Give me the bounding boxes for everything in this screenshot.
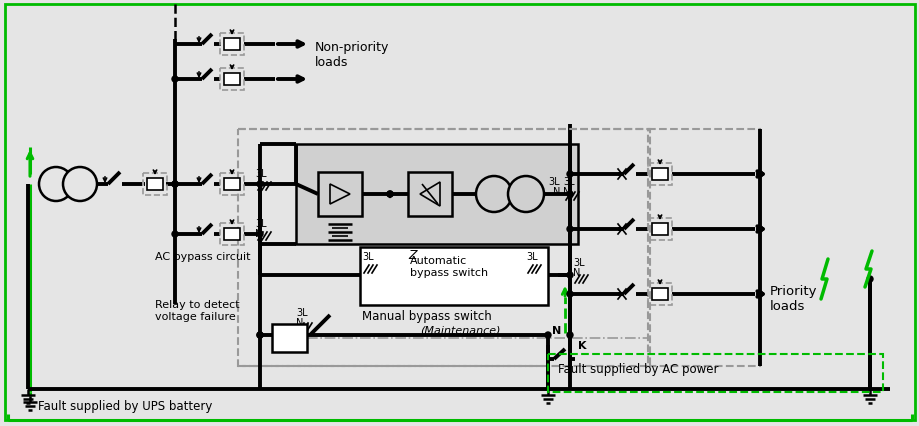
Circle shape <box>39 167 73 201</box>
Text: 3L: 3L <box>526 251 537 262</box>
Text: Manual bypass switch: Manual bypass switch <box>361 309 492 322</box>
Text: Automatic
bypass switch: Automatic bypass switch <box>410 256 488 277</box>
Bar <box>652 224 667 236</box>
Text: (Maintenance): (Maintenance) <box>420 325 500 335</box>
Text: 3L: 3L <box>255 219 267 228</box>
Text: 3L: 3L <box>573 257 584 268</box>
Circle shape <box>172 77 177 83</box>
Circle shape <box>566 227 573 233</box>
Text: N: N <box>573 268 580 277</box>
Circle shape <box>256 332 263 338</box>
Bar <box>223 228 240 240</box>
Circle shape <box>256 332 263 338</box>
Text: K: K <box>577 340 586 350</box>
Circle shape <box>256 231 263 237</box>
Text: 3L: 3L <box>296 307 307 317</box>
Bar <box>142 173 167 196</box>
Bar <box>272 324 307 352</box>
Circle shape <box>387 192 392 198</box>
Text: N: N <box>255 228 262 239</box>
Text: N: N <box>562 187 570 196</box>
Circle shape <box>756 291 762 297</box>
Circle shape <box>507 177 543 213</box>
Circle shape <box>172 181 177 187</box>
Bar <box>652 288 667 300</box>
Circle shape <box>756 227 762 233</box>
Circle shape <box>566 192 573 198</box>
Bar <box>296 145 577 245</box>
Circle shape <box>172 231 177 237</box>
Bar <box>223 74 240 86</box>
Circle shape <box>62 167 96 201</box>
Bar <box>647 130 759 366</box>
Bar <box>647 283 671 305</box>
Bar <box>147 178 163 190</box>
Bar <box>223 178 240 190</box>
Text: N: N <box>551 325 561 335</box>
Bar <box>223 39 240 51</box>
Text: 3L: 3L <box>255 169 267 178</box>
Bar <box>220 34 244 56</box>
Bar <box>220 173 244 196</box>
Bar <box>647 219 671 240</box>
Text: Z: Z <box>407 248 416 262</box>
Bar <box>407 173 451 216</box>
Circle shape <box>566 172 573 178</box>
Text: 3L: 3L <box>562 177 574 187</box>
Circle shape <box>566 332 573 338</box>
Text: 3L: 3L <box>548 177 560 187</box>
Bar <box>359 248 548 305</box>
Bar <box>220 69 244 91</box>
Circle shape <box>566 272 573 278</box>
Text: Priority
loads: Priority loads <box>769 284 817 312</box>
Text: N: N <box>552 187 560 196</box>
Text: Fault supplied by AC power: Fault supplied by AC power <box>558 362 718 375</box>
Text: 3L: 3L <box>361 251 373 262</box>
Text: Fault supplied by UPS battery: Fault supplied by UPS battery <box>38 399 212 412</box>
Text: Relay to detect
voltage failure: Relay to detect voltage failure <box>154 299 239 321</box>
Text: AC bypass circuit: AC bypass circuit <box>154 251 250 262</box>
Circle shape <box>866 276 872 282</box>
Text: N: N <box>296 317 303 327</box>
Circle shape <box>256 181 263 187</box>
Bar <box>652 169 667 181</box>
Circle shape <box>172 181 177 187</box>
Circle shape <box>387 192 392 198</box>
Bar <box>238 130 650 366</box>
Circle shape <box>566 291 573 297</box>
Text: Non-priority
loads: Non-priority loads <box>314 41 389 69</box>
Bar <box>318 173 361 216</box>
Bar <box>647 164 671 186</box>
Circle shape <box>756 172 762 178</box>
Bar <box>220 224 244 245</box>
Circle shape <box>544 332 550 338</box>
Bar <box>548 354 882 392</box>
Circle shape <box>475 177 512 213</box>
